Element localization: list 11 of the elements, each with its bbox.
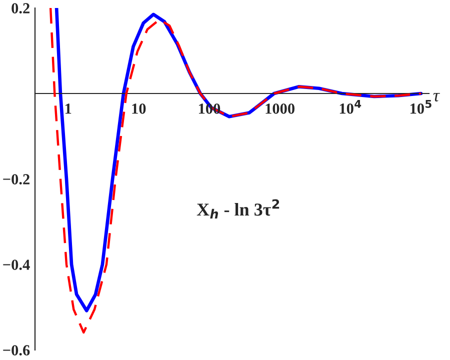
annotation: X$_{h}$ - ln 3τ$^{2}$ (196, 199, 280, 219)
y-tick-label: −0.6 (3, 345, 30, 356)
x-axis-title: τ (433, 92, 440, 102)
x-tick-label: 10 (132, 104, 146, 114)
y-tick-label: −0.4 (3, 260, 30, 270)
y-tick-label: −0.2 (3, 174, 30, 185)
y-tick-label: 0.2 (12, 3, 30, 14)
x-tick-label: 10$^{4}$ (340, 100, 362, 114)
x-tick-label: 10$^{5}$ (410, 100, 432, 114)
x-tick-label: 1000 (266, 104, 294, 114)
x-tick-label: 1 (65, 104, 72, 114)
